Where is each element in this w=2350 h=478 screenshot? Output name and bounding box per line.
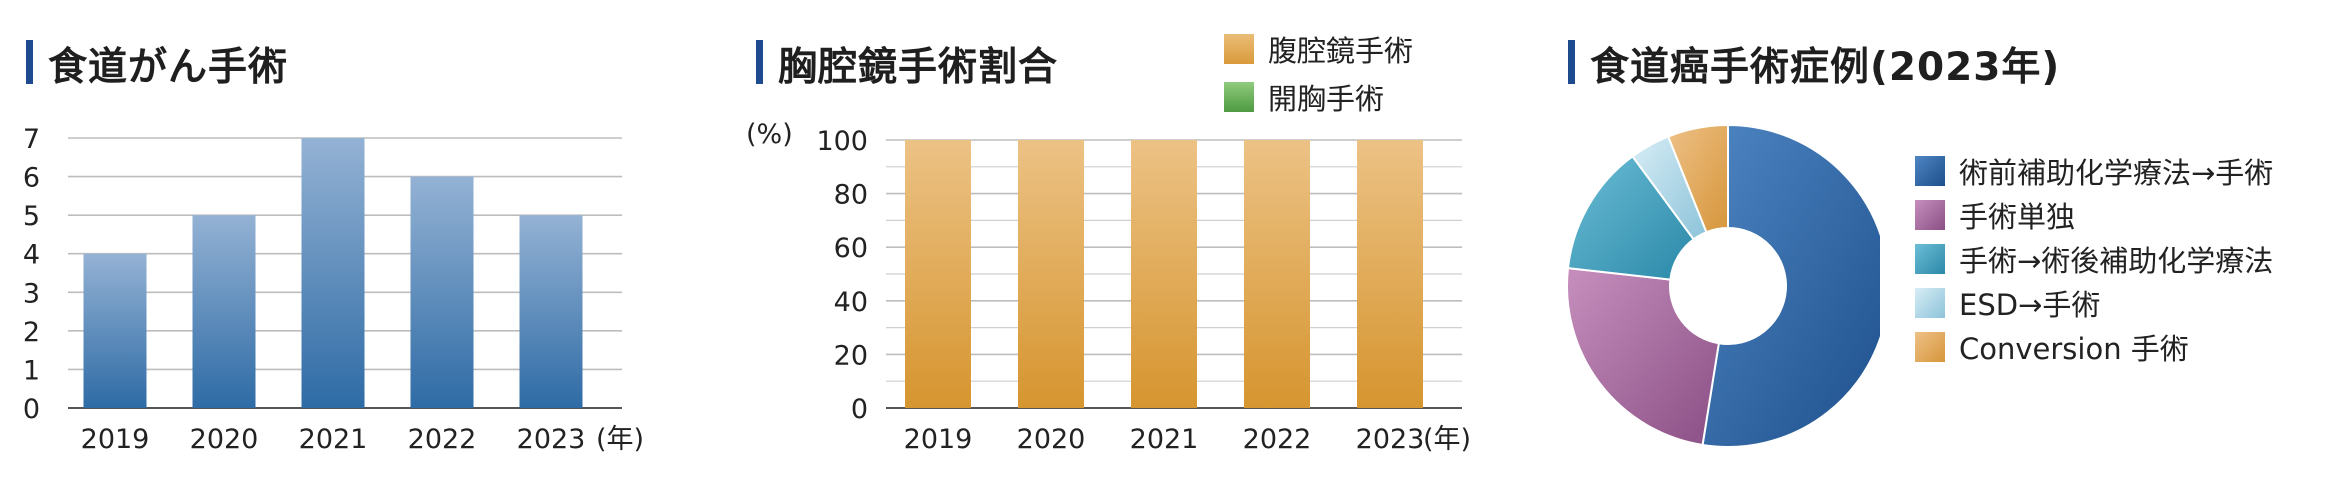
- y-tick-label: 20: [834, 340, 868, 371]
- thoracoscopic-ratio-panel: 胸腔鏡手術割合 0 20 40 60 80 100 (%) 2019 2020 2021 2022 2…: [730, 0, 1530, 478]
- legend-swatch-2: [1915, 244, 1945, 274]
- y-tick-label: 3: [23, 278, 40, 309]
- chart1-title: 食道がん手術: [48, 45, 289, 90]
- legend-swatch-3: [1915, 288, 1945, 318]
- title-marker: [1568, 40, 1575, 84]
- chart2-title: 胸腔鏡手術割合: [778, 45, 1059, 90]
- legend-label-4: Conversion 手術: [1959, 332, 2189, 366]
- x-tick-label: 2020: [1017, 424, 1086, 455]
- y-tick-label: 5: [23, 201, 40, 232]
- x-tick-label: 2022: [1243, 424, 1312, 455]
- legend-label-open: 開胸手術: [1268, 82, 1385, 116]
- bar-2019: [83, 253, 147, 408]
- x-tick-label: 2023: [517, 424, 586, 455]
- title-marker: [26, 40, 33, 84]
- x-tick-label: 2022: [408, 424, 477, 455]
- x-tick-label: 2019: [81, 424, 150, 455]
- legend-item-laparoscopic: 腹腔鏡手術: [1224, 28, 1413, 70]
- legend-label-1: 手術単独: [1959, 200, 2076, 234]
- case-breakdown-chart: [1566, 123, 1880, 448]
- surgery-count-panel: 食道がん手術 0 1 2 3 4 5 6 7 2019 2020 2021 2022 2023 (年): [0, 0, 700, 478]
- x-tick-label: 2019: [904, 424, 973, 455]
- bar-2021: [301, 138, 365, 408]
- chart2-legend: 腹腔鏡手術 開胸手術: [1224, 28, 1514, 128]
- x-tick-label: 2023: [1356, 424, 1425, 455]
- legend-label-3: ESD→手術: [1959, 288, 2101, 322]
- bar-laparoscopic-2021: [1131, 140, 1197, 408]
- y-tick-label: 80: [834, 180, 868, 211]
- legend-swatch-1: [1915, 200, 1945, 230]
- bar-laparoscopic-2020: [1018, 140, 1084, 408]
- x-unit-label: (年): [1423, 424, 1471, 455]
- thoracoscopic-ratio-chart: 0 20 40 60 80 100 (%) 2019 2020 2021 2022 2023(年): [746, 119, 1471, 455]
- y-tick-label: 4: [23, 240, 40, 271]
- case-breakdown-panel: 食道癌手術症例(2023年) 術前補助化学療法→手術 手術単独 手術→術後補助化…: [1540, 0, 2350, 478]
- y-unit-label: (%): [746, 119, 793, 150]
- legend-item-open: 開胸手術: [1224, 76, 1384, 118]
- chart3-legend: 術前補助化学療法→手術 手術単独 手術→術後補助化学療法 ESD→手術 Conv…: [1915, 150, 2345, 370]
- legend-label-2: 手術→術後補助化学療法: [1959, 244, 2274, 278]
- legend-swatch-laparoscopic: [1224, 34, 1254, 64]
- chart3-title: 食道癌手術症例(2023年): [1590, 45, 2061, 90]
- legend-item-1: 手術単独: [1915, 194, 2075, 236]
- y-tick-label: 40: [834, 287, 868, 318]
- bar-laparoscopic-2022: [1244, 140, 1310, 408]
- pie-slice-0: [1701, 123, 1880, 448]
- y-tick-label: 2: [23, 317, 40, 348]
- bar-2023: [519, 215, 583, 408]
- legend-label-laparoscopic: 腹腔鏡手術: [1268, 34, 1414, 68]
- y-tick-label: 7: [23, 124, 40, 155]
- y-tick-label: 100: [816, 126, 868, 157]
- legend-swatch-4: [1915, 332, 1945, 362]
- legend-item-0: 術前補助化学療法→手術: [1915, 150, 2273, 192]
- bar-laparoscopic-2023: [1357, 140, 1423, 408]
- legend-item-3: ESD→手術: [1915, 282, 2100, 324]
- pie-slice-1: [1566, 267, 1720, 447]
- y-tick-label: 0: [851, 394, 868, 425]
- legend-swatch-open: [1224, 82, 1254, 112]
- pie-slice-4: [1666, 123, 1729, 234]
- x-tick-label: 2021: [299, 424, 368, 455]
- x-unit-label: (年): [596, 424, 644, 455]
- y-tick-label: 1: [23, 355, 40, 386]
- x-tick-label: 2020: [190, 424, 259, 455]
- legend-swatch-0: [1915, 156, 1945, 186]
- bar-2022: [410, 176, 474, 408]
- legend-item-2: 手術→術後補助化学療法: [1915, 238, 2273, 280]
- y-tick-label: 6: [23, 163, 40, 194]
- bar-2020: [192, 215, 256, 408]
- pie-slice-2: [1566, 154, 1696, 281]
- legend-item-4: Conversion 手術: [1915, 326, 2189, 368]
- surgery-count-chart: 0 1 2 3 4 5 6 7 2019 2020 2021 2022 2023 (年): [23, 124, 644, 455]
- legend-label-0: 術前補助化学療法→手術: [1959, 156, 2274, 190]
- bar-laparoscopic-2019: [905, 140, 971, 408]
- y-tick-label: 0: [23, 394, 40, 425]
- title-marker: [756, 40, 763, 84]
- y-tick-label: 60: [834, 233, 868, 264]
- x-tick-label: 2021: [1130, 424, 1199, 455]
